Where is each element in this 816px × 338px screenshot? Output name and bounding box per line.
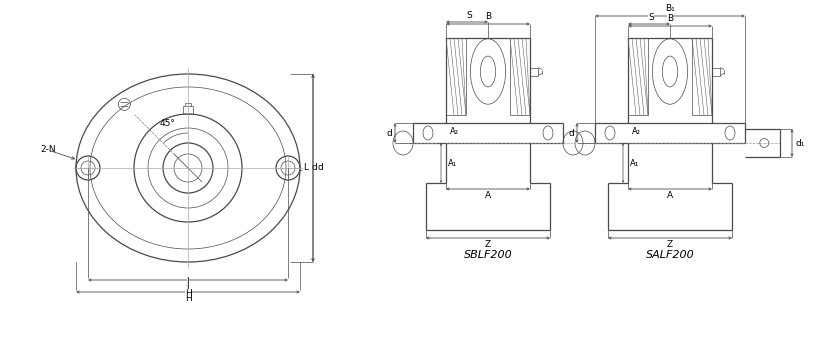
Text: A: A	[667, 191, 673, 200]
Text: A₂: A₂	[450, 127, 459, 136]
Text: H: H	[184, 289, 192, 298]
Text: A₂: A₂	[632, 127, 641, 136]
Text: B₁: B₁	[665, 4, 675, 13]
Text: J: J	[187, 282, 189, 291]
Text: A₁: A₁	[630, 159, 639, 168]
Text: A: A	[485, 191, 491, 200]
Text: B: B	[667, 14, 673, 23]
Text: S: S	[466, 11, 472, 20]
Text: d: d	[311, 164, 317, 172]
Text: SBLF200: SBLF200	[463, 250, 512, 260]
Text: SALF200: SALF200	[645, 250, 694, 260]
Text: d: d	[568, 128, 574, 138]
Text: B: B	[485, 12, 491, 21]
Text: d: d	[386, 128, 392, 138]
Text: A₁: A₁	[448, 159, 457, 168]
Text: J: J	[187, 277, 189, 286]
Text: H: H	[184, 294, 192, 303]
Text: Z: Z	[667, 240, 673, 249]
Text: 45°: 45°	[160, 119, 176, 128]
Text: 2-N: 2-N	[40, 145, 55, 154]
Text: Z: Z	[485, 240, 491, 249]
Text: d₁: d₁	[795, 139, 805, 147]
Text: d: d	[318, 164, 324, 172]
Text: S: S	[648, 13, 654, 22]
Text: L: L	[303, 164, 308, 172]
